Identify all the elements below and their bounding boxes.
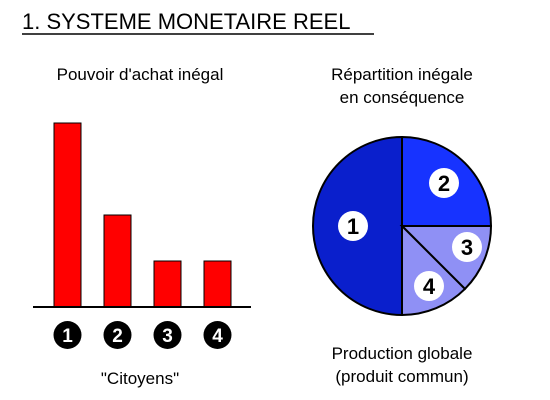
citizen-badge-label-3: 3 xyxy=(162,326,173,347)
pie-badge-4 xyxy=(414,271,444,301)
bar-chart: 1 2 3 4 xyxy=(33,122,251,349)
pie-chart: 1 2 34 xyxy=(312,135,493,317)
pie-caption-line1: Production globale xyxy=(332,344,473,363)
pie-badge-2 xyxy=(429,168,459,198)
citizen-badge-label-1: 1 xyxy=(62,326,73,347)
pie-badge-label-1: 1 xyxy=(347,214,359,239)
citizen-badge-label-4: 4 xyxy=(212,326,223,347)
bar-citizen-1 xyxy=(53,122,82,308)
pie-badge-3 xyxy=(452,232,482,262)
pie-badge-label-3: 3 xyxy=(461,235,473,260)
pie-badge-1 xyxy=(338,211,368,241)
bar-citizen-4 xyxy=(203,260,232,308)
pie-heading-line1: Répartition inégale xyxy=(331,65,473,84)
pie-heading-line2: en conséquence xyxy=(340,88,465,107)
page-title: 1. SYSTEME MONETAIRE REEL xyxy=(22,9,350,34)
citizen-badge-2 xyxy=(103,321,132,349)
pie-badge-label-4: 4 xyxy=(423,274,436,299)
pie-caption-line2: (produit commun) xyxy=(335,367,468,386)
bar-chart-heading: Pouvoir d'achat inégal xyxy=(57,65,224,84)
pie-badge-label-2: 2 xyxy=(438,171,450,196)
bar-citizen-3 xyxy=(153,260,182,308)
citizens-caption: "Citoyens" xyxy=(101,369,179,388)
citizen-badge-1 xyxy=(53,321,82,349)
citizen-badge-label-2: 2 xyxy=(112,326,123,347)
citizen-badge-3 xyxy=(153,321,182,349)
citizen-badge-4 xyxy=(203,321,232,349)
bar-citizen-2 xyxy=(103,214,132,308)
